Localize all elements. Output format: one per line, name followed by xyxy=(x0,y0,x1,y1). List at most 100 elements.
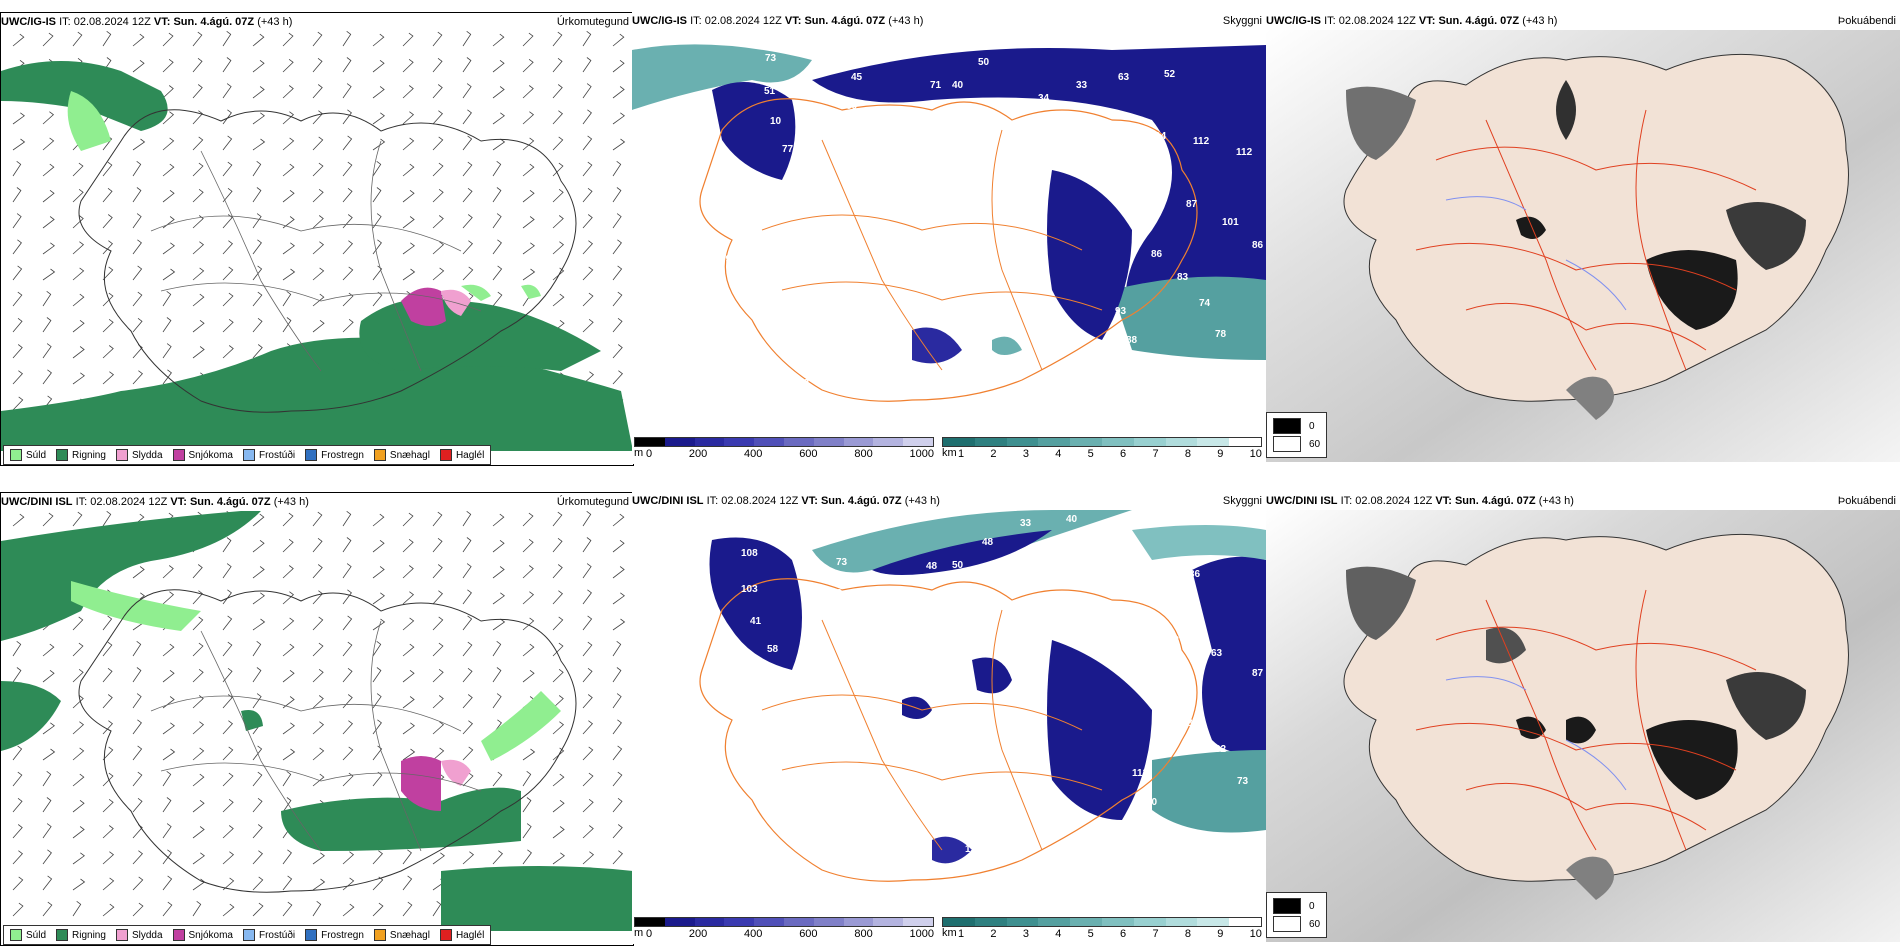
colorbar-tick: 10 xyxy=(1249,928,1262,940)
visibility-value: 158 xyxy=(751,202,768,213)
wind-barb xyxy=(102,240,113,255)
wind-barb xyxy=(372,160,382,177)
wind-barb xyxy=(552,852,565,865)
visibility-value: 68 xyxy=(699,768,711,779)
wind-barb xyxy=(222,109,232,125)
wind-barb xyxy=(42,268,56,281)
legend-label: Slydda xyxy=(131,449,163,461)
panel-title-precip: Úrkomutegund xyxy=(556,496,629,508)
legend-label: Rigning xyxy=(72,449,106,461)
wind-barb xyxy=(102,161,113,177)
wind-barb xyxy=(162,369,172,385)
wind-barb xyxy=(402,137,415,151)
visibility-value: 50 xyxy=(856,902,868,913)
wind-barb xyxy=(312,241,325,255)
colorbar-tick: 7 xyxy=(1152,928,1159,940)
visibility-value: 73 xyxy=(836,557,848,568)
wind-barb xyxy=(132,138,146,151)
legend-label: Frostregn xyxy=(321,929,364,941)
elevation-unit: m xyxy=(634,927,644,939)
wind-barb xyxy=(222,694,233,709)
wind-barb xyxy=(102,214,113,229)
wind-barb xyxy=(462,511,472,527)
wind-barb xyxy=(522,58,534,73)
wind-barb xyxy=(12,317,23,333)
wind-barb xyxy=(402,696,415,709)
wind-barb xyxy=(132,160,142,177)
wind-barb xyxy=(552,188,564,203)
wind-barb xyxy=(582,589,592,605)
wind-barb xyxy=(432,162,444,177)
model-name: UWC/IG-IS xyxy=(1,16,56,28)
wind-barb xyxy=(132,291,143,307)
colorbar-tick: 800 xyxy=(854,448,873,460)
wind-barb xyxy=(162,770,172,787)
colorbar-tick: 1000 xyxy=(909,448,934,460)
lead-time: (+43 h) xyxy=(1522,15,1558,27)
wind-barb xyxy=(192,852,205,865)
colorbar-tick: 8 xyxy=(1184,448,1191,460)
wind-barb xyxy=(372,187,382,203)
visibility-value: 50 xyxy=(952,560,964,571)
legend-label: Frostregn xyxy=(321,449,364,461)
visibility-value: 63 xyxy=(1211,648,1223,659)
wind-barb xyxy=(492,59,505,73)
wind-barb xyxy=(12,265,23,281)
fog-legend-max: 60 xyxy=(1273,915,1320,933)
visibility-labels-bottom: 50 48 33 40 31 42 43 36 48 53 63 87 99 86 92 73 113 90 109… xyxy=(656,514,1264,913)
colorbar-segment xyxy=(1197,438,1230,446)
wind-barb xyxy=(522,32,534,47)
colorbar-segment xyxy=(843,438,874,446)
wind-barb xyxy=(612,86,625,99)
visibility-value: 40 xyxy=(952,80,964,91)
wind-barb xyxy=(102,187,113,203)
wind-barb xyxy=(12,513,25,527)
wind-barb xyxy=(492,138,506,151)
visibility-value: 51 xyxy=(764,86,776,97)
colorbar-segment xyxy=(1165,918,1198,926)
visibility-ticks: 1 2 3 4 5 6 7 8 9 10 xyxy=(942,448,1262,460)
colorbar-segment xyxy=(664,438,695,446)
wind-barb xyxy=(372,265,383,281)
wind-barb xyxy=(582,563,592,579)
wind-barb xyxy=(492,239,502,255)
vt-label: VT: xyxy=(153,16,171,28)
legend-item: Snæhagl xyxy=(373,929,430,941)
it-value: 02.08.2024 12Z xyxy=(1338,15,1416,27)
wind-barb xyxy=(432,511,443,527)
visibility-value: 37 xyxy=(864,830,876,841)
wind-barb xyxy=(192,826,205,839)
wind-barb xyxy=(282,875,293,891)
wind-barb xyxy=(42,32,54,47)
wind-barb xyxy=(162,163,175,177)
legend-swatch xyxy=(373,929,386,941)
wind-barb xyxy=(492,265,503,281)
wind-barb xyxy=(402,512,414,527)
wind-barb xyxy=(132,745,143,761)
lead-time: (+43 h) xyxy=(904,495,940,507)
wind-barb xyxy=(522,591,535,605)
wind-barb xyxy=(12,850,23,865)
wind-barb xyxy=(192,136,204,151)
wind-barb xyxy=(372,33,385,47)
visibility-value: 102 xyxy=(1129,365,1146,376)
wind-barb xyxy=(582,318,594,333)
wind-barb xyxy=(432,136,444,151)
precip-type-panel-bottom: UWC/DINI ISL IT: 02.08.2024 12Z VT: Sun.… xyxy=(0,492,634,946)
it-value: 02.08.2024 12Z xyxy=(90,496,168,508)
wind-barb xyxy=(582,214,593,229)
lead-time: (+43 h) xyxy=(1538,495,1574,507)
wind-barb xyxy=(612,850,623,865)
visibility-value: 70 xyxy=(886,34,898,45)
visibility-value: 63 xyxy=(681,125,693,136)
precip-map-bottom xyxy=(1,511,633,931)
wind-barb xyxy=(522,849,532,865)
colorbar-segment xyxy=(635,438,665,446)
wind-barb xyxy=(492,213,502,229)
visibility-value: 39 xyxy=(753,383,765,394)
fog-legend-min: 0 xyxy=(1273,417,1320,435)
wind-barb xyxy=(342,589,352,605)
legend-swatch xyxy=(439,449,452,461)
wind-barb xyxy=(612,187,622,203)
wind-barb xyxy=(552,616,564,631)
